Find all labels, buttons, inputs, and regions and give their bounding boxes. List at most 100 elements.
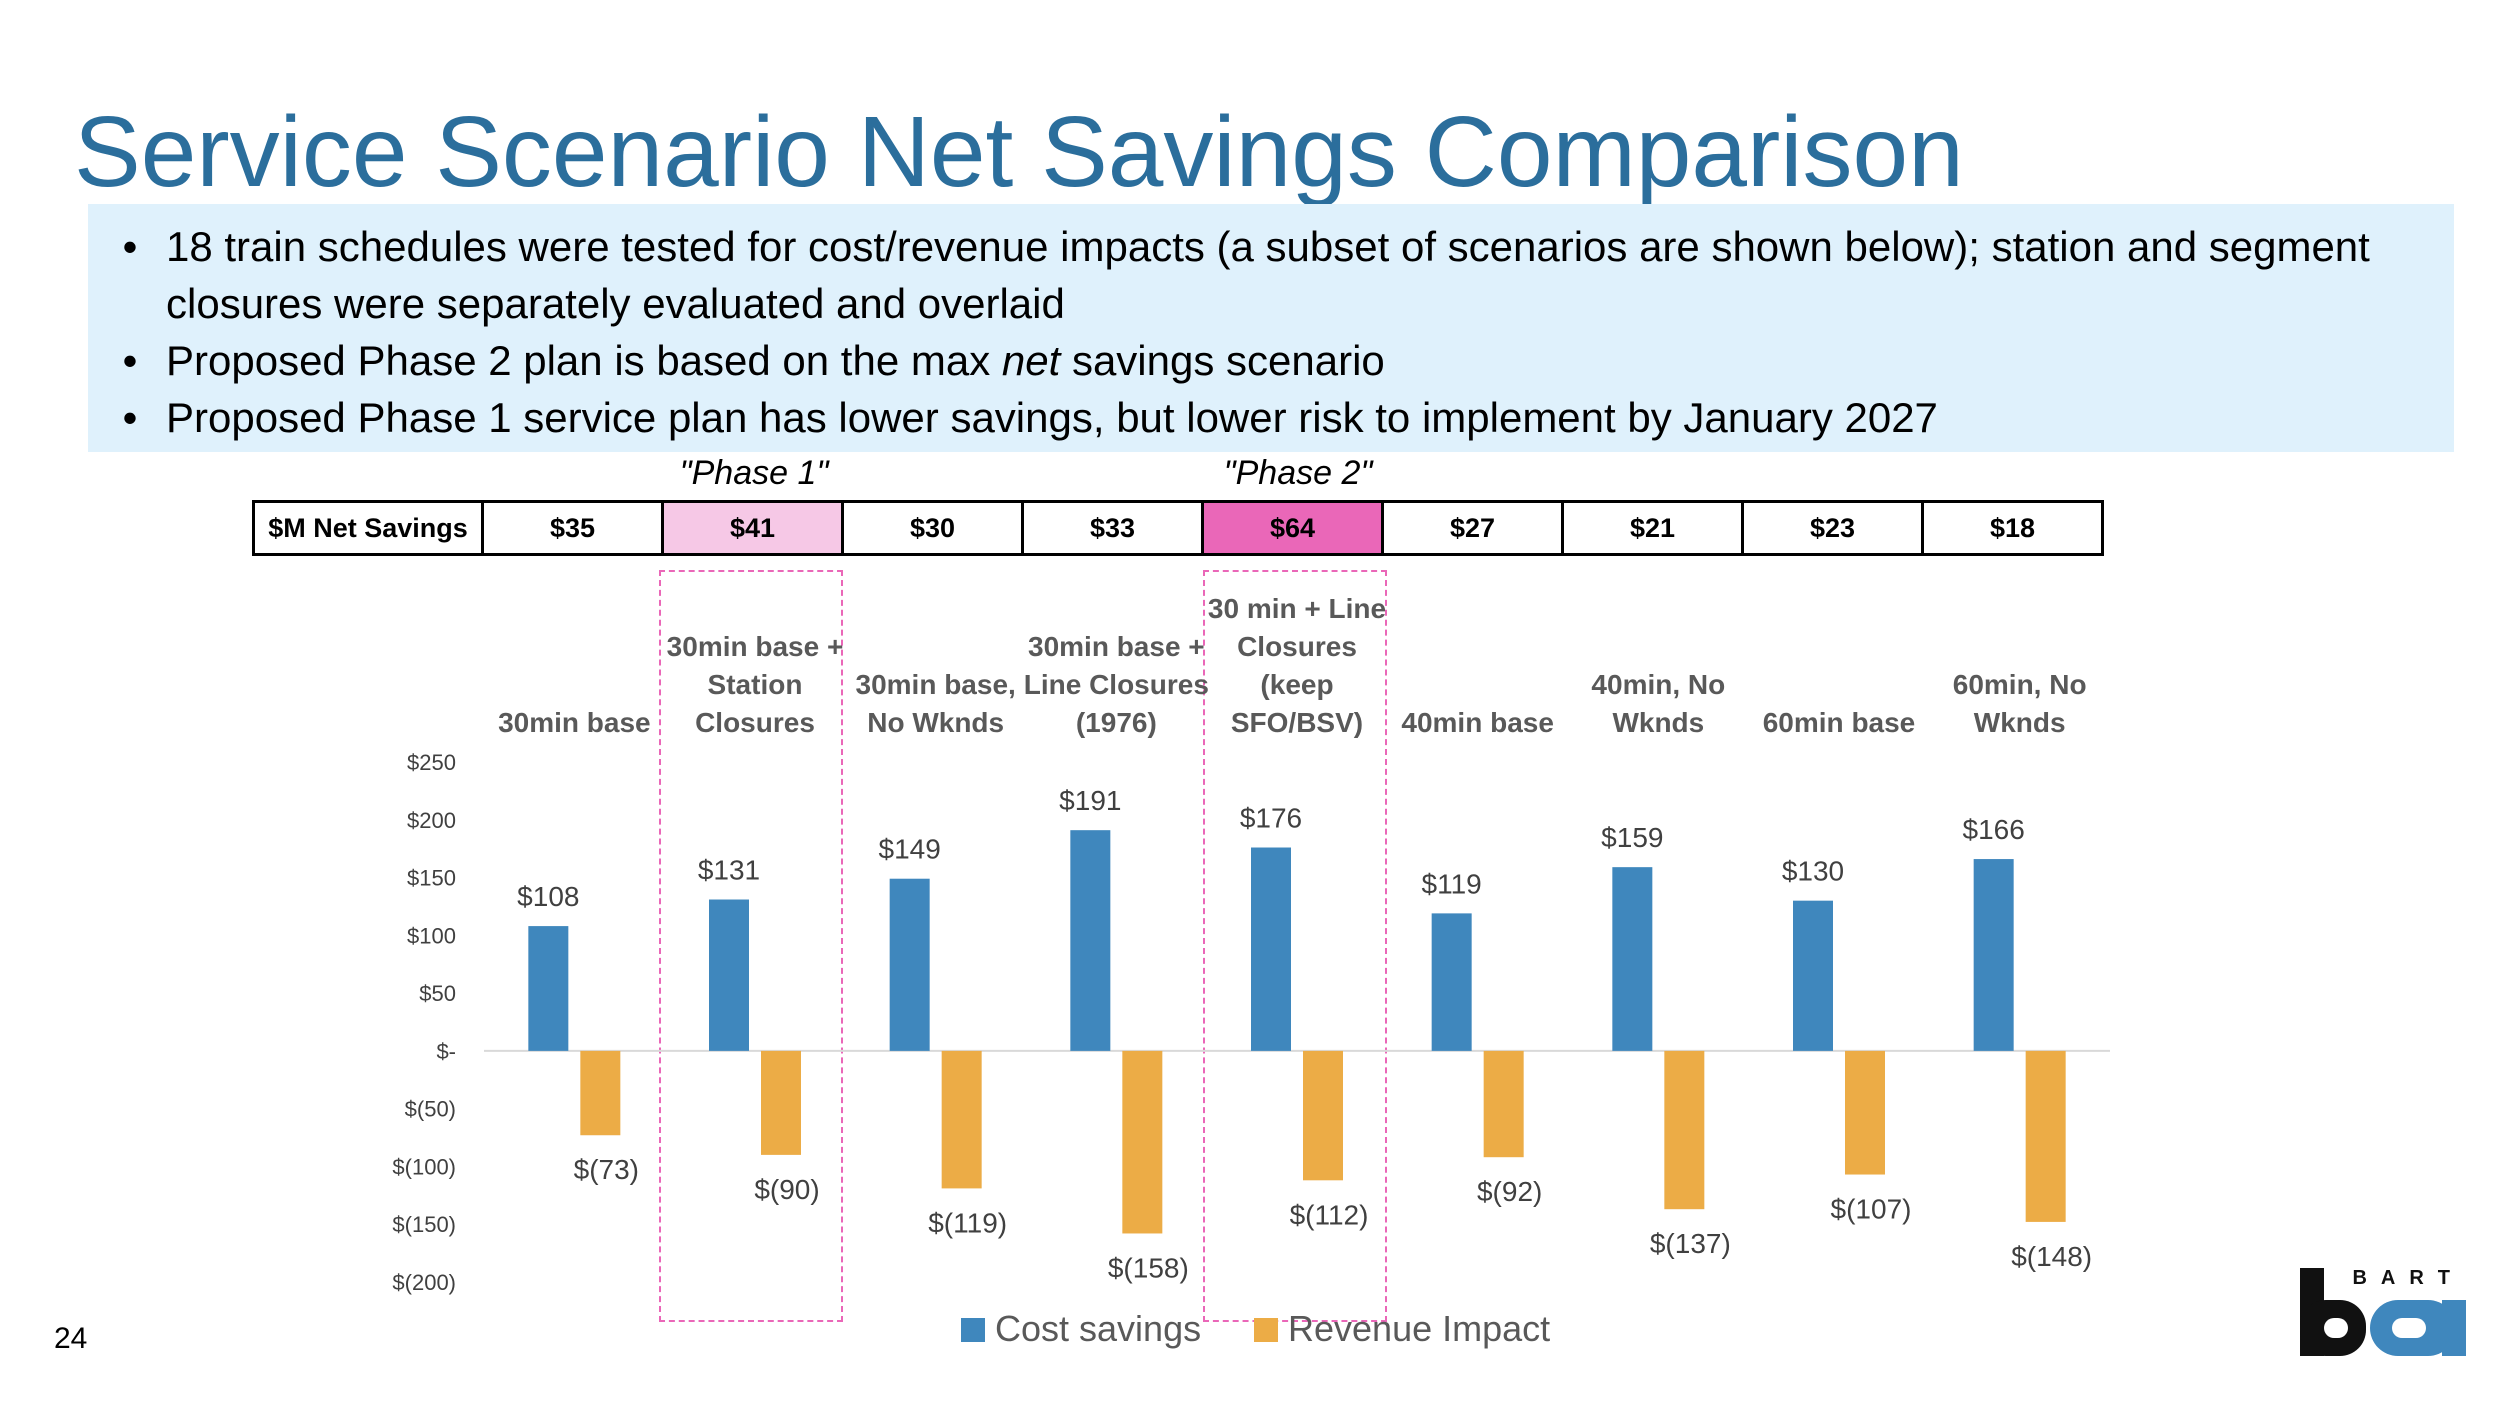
category-label: Wknds (1612, 707, 1704, 738)
revenue-impact-label: $(119) (928, 1207, 1007, 1238)
cost-savings-bar (889, 878, 930, 1051)
category-label: No Wknds (867, 707, 1004, 738)
y-tick-label: $250 (407, 750, 456, 775)
cost-savings-label: $191 (1059, 785, 1121, 816)
revenue-impact-label: $(112) (1290, 1199, 1369, 1230)
table-header-cell: $M Net Savings (252, 500, 484, 556)
savings-cell-phase1: $41 (661, 500, 844, 556)
category-label: 30min base, (856, 669, 1016, 700)
category-label: Closures (695, 707, 815, 738)
bullet-item: • Proposed Phase 1 service plan has lowe… (88, 389, 2454, 446)
revenue-impact-bar (1664, 1050, 1705, 1210)
savings-cell: $23 (1741, 500, 1924, 556)
cost-savings-bar (1070, 830, 1111, 1051)
bullet-text-part: Proposed Phase 1 service plan has lower … (166, 394, 1938, 441)
bullet-text: 18 train schedules were tested for cost/… (166, 218, 2386, 332)
savings-cell: $18 (1921, 500, 2104, 556)
bart-logo: BART (2300, 1267, 2466, 1356)
bullet-marker: • (122, 394, 138, 441)
category-label: SFO/BSV) (1231, 707, 1363, 738)
phase2-label: "Phase 2" (1223, 454, 1373, 492)
revenue-impact-label: $(92) (1477, 1176, 1542, 1207)
category-label: 30min base (498, 707, 651, 738)
phase1-label: "Phase 1" (679, 454, 829, 492)
cost-savings-label: $119 (1422, 868, 1482, 899)
svg-text:BART: BART (2352, 1267, 2464, 1289)
cost-savings-label: $108 (517, 881, 579, 912)
category-label: (1976) (1076, 707, 1157, 738)
category-label: 30min base + (1028, 631, 1205, 662)
category-label: 40min, No (1591, 669, 1725, 700)
category-label: 30 min + Line (1208, 593, 1386, 624)
revenue-impact-bar (1122, 1050, 1163, 1234)
revenue-impact-label: $(148) (2011, 1241, 2092, 1272)
category-label: (keep (1260, 669, 1333, 700)
cost-savings-label: $166 (1963, 814, 2025, 845)
phase1-highlight-box (659, 570, 843, 1322)
revenue-impact-label: $(158) (1108, 1252, 1189, 1283)
cost-savings-label: $159 (1601, 822, 1663, 853)
phase2-highlight-box (1203, 570, 1387, 1322)
y-tick-label: $(150) (392, 1212, 456, 1237)
revenue-impact-bar (1303, 1050, 1343, 1181)
bullet-text: Proposed Phase 1 service plan has lower … (166, 389, 2386, 446)
y-tick-label: $50 (419, 981, 456, 1006)
legend-cost-swatch (961, 1318, 985, 1342)
cost-savings-bar (528, 926, 569, 1051)
legend-revenue-label: Revenue Impact (1288, 1308, 1550, 1349)
legend-cost-label: Cost savings (995, 1308, 1201, 1349)
revenue-impact-bar (761, 1050, 801, 1155)
category-label: 40min base (1401, 707, 1554, 738)
bullet-item: • Proposed Phase 2 plan is based on the … (88, 332, 2454, 389)
category-label: Station (708, 669, 803, 700)
y-tick-label: $(50) (405, 1097, 456, 1122)
revenue-impact-bar (941, 1050, 982, 1189)
cost-savings-bar (1612, 867, 1653, 1051)
cost-savings-label: $130 (1782, 856, 1844, 887)
y-tick-label: $150 (407, 866, 456, 891)
bullet-text-part: 18 train schedules were tested for cost/… (166, 223, 2370, 327)
category-label: Wknds (1974, 707, 2066, 738)
savings-cell: $30 (841, 500, 1024, 556)
revenue-impact-label: $(137) (1650, 1228, 1731, 1259)
revenue-impact-label: $(107) (1831, 1194, 1912, 1225)
bullet-marker: • (122, 223, 138, 270)
y-tick-label: $(200) (392, 1270, 456, 1295)
bullet-text-emphasis: net (1001, 337, 1061, 384)
category-label: Closures (1237, 631, 1357, 662)
bullet-text-part: savings scenario (1060, 337, 1385, 384)
y-tick-label: $(100) (392, 1154, 456, 1179)
revenue-impact-bar (1483, 1050, 1524, 1158)
page-title: Service Scenario Net Savings Comparison (74, 96, 1964, 208)
category-label: 60min base (1763, 707, 1916, 738)
cost-savings-label: $176 (1240, 803, 1302, 834)
y-tick-label: $200 (407, 808, 456, 833)
bullet-text: Proposed Phase 2 plan is based on the ma… (166, 332, 2386, 389)
cost-savings-bar (1793, 900, 1833, 1051)
bullet-text-part: Proposed Phase 2 plan is based on the ma… (166, 337, 1002, 384)
cost-savings-label: $131 (698, 855, 760, 886)
net-savings-table: $M Net Savings $35 $41 $30 $33 $64 $27 $… (252, 500, 2104, 556)
cost-savings-label: $149 (879, 834, 941, 865)
cost-savings-bar (1251, 847, 1291, 1051)
bullet-marker: • (122, 337, 138, 384)
y-tick-label: $100 (407, 923, 456, 948)
savings-cell: $27 (1381, 500, 1564, 556)
category-label: Line Closures (1024, 669, 1209, 700)
table-row: $M Net Savings $35 $41 $30 $33 $64 $27 $… (252, 500, 2104, 556)
page-number: 24 (54, 1322, 88, 1355)
savings-cell: $35 (481, 500, 664, 556)
legend-revenue-swatch (1254, 1318, 1278, 1342)
revenue-impact-label: $(73) (574, 1154, 639, 1185)
revenue-impact-label: $(90) (754, 1174, 819, 1205)
savings-cell: $21 (1561, 500, 1744, 556)
revenue-impact-bar (2025, 1050, 2066, 1222)
savings-cell: $33 (1021, 500, 1204, 556)
category-label: 30min base + (667, 631, 844, 662)
category-label: 60min, No (1953, 669, 2087, 700)
revenue-impact-bar (580, 1050, 621, 1136)
revenue-impact-bar (1845, 1050, 1885, 1175)
savings-cell-phase2: $64 (1201, 500, 1384, 556)
cost-savings-bar (1973, 859, 2014, 1051)
